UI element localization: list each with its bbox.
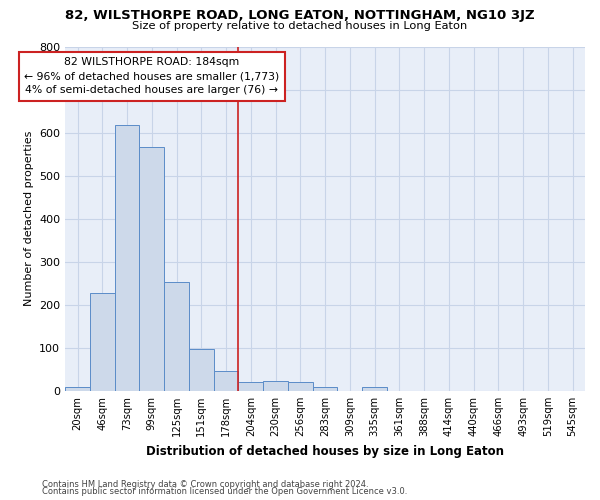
Bar [90, 293, 115, 391]
Text: Contains public sector information licensed under the Open Government Licence v3: Contains public sector information licen… [42, 488, 407, 496]
Bar [263, 382, 288, 391]
Text: 82 WILSTHORPE ROAD: 184sqm
← 96% of detached houses are smaller (1,773)
4% of se: 82 WILSTHORPE ROAD: 184sqm ← 96% of deta… [24, 58, 280, 96]
Bar [164, 282, 189, 391]
Text: Size of property relative to detached houses in Long Eaton: Size of property relative to detached ho… [133, 21, 467, 31]
Y-axis label: Number of detached properties: Number of detached properties [23, 131, 34, 306]
Bar [362, 386, 387, 391]
Bar [238, 382, 263, 391]
Text: 82, WILSTHORPE ROAD, LONG EATON, NOTTINGHAM, NG10 3JZ: 82, WILSTHORPE ROAD, LONG EATON, NOTTING… [65, 9, 535, 22]
X-axis label: Distribution of detached houses by size in Long Eaton: Distribution of detached houses by size … [146, 444, 504, 458]
Bar [189, 349, 214, 391]
Bar [313, 386, 337, 391]
Bar [139, 147, 164, 391]
Bar [214, 370, 238, 391]
Bar [65, 386, 90, 391]
Bar [115, 126, 139, 391]
Bar [288, 382, 313, 391]
Text: Contains HM Land Registry data © Crown copyright and database right 2024.: Contains HM Land Registry data © Crown c… [42, 480, 368, 489]
